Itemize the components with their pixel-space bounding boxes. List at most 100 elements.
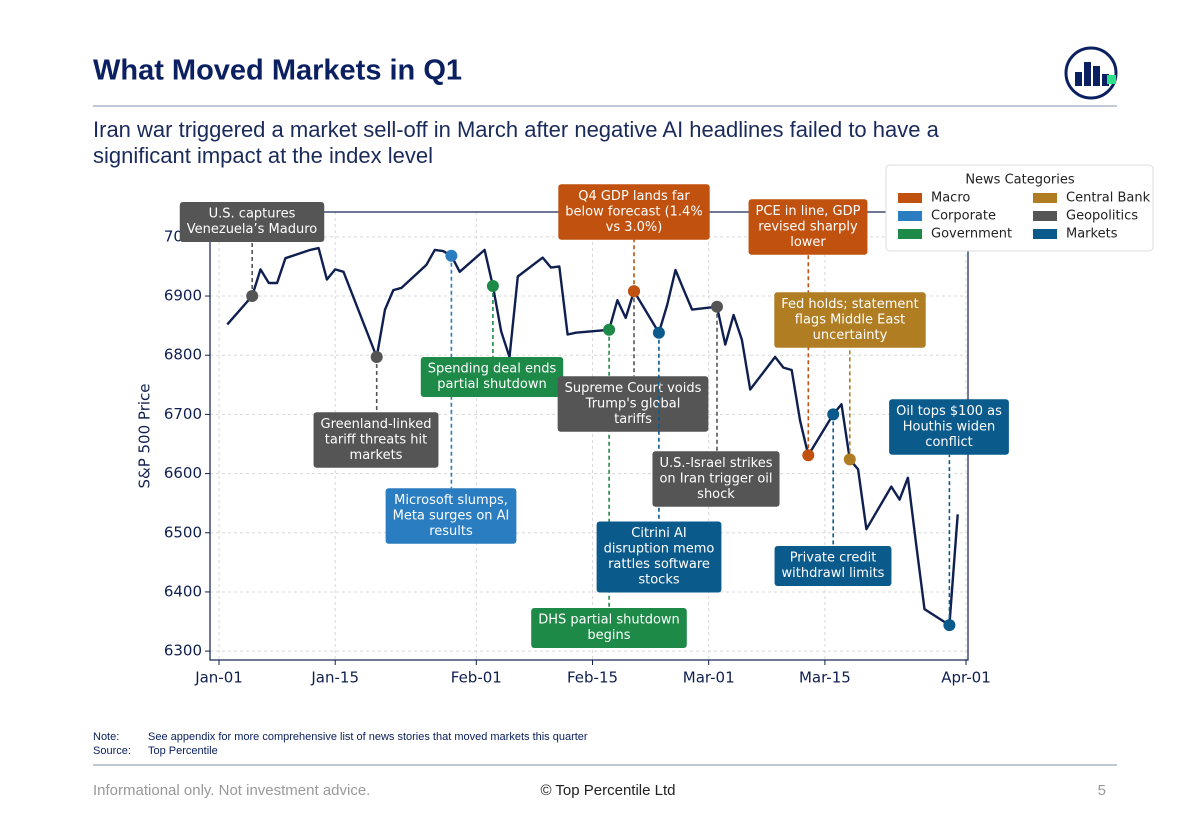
event-marker: [486, 279, 499, 292]
annotation-text: U.S. captures: [209, 207, 296, 222]
y-tick-label: 6900: [164, 287, 202, 305]
copyright: © Top Percentile Ltd: [540, 782, 675, 799]
annotation-box: [531, 608, 687, 648]
annotation-text: Trump's global: [585, 396, 681, 411]
annotation-text: on Iran trigger oil: [659, 471, 772, 486]
logo-bar: [1084, 62, 1091, 86]
annotation: Microsoft slumps,Meta surges on AIresult…: [385, 488, 517, 544]
annotation-text: Oil tops $100 as: [896, 404, 1002, 419]
event-marker: [802, 449, 815, 462]
event-marker: [943, 619, 956, 632]
subtitle-line: significant impact at the index level: [93, 143, 433, 168]
annotation-box: [557, 376, 709, 432]
annotation-text: PCE in line, GDP: [756, 204, 861, 219]
annotation-text: Microsoft slumps,: [394, 493, 508, 508]
annotation-text: uncertainty: [813, 328, 888, 343]
subtitle-line: Iran war triggered a market sell-off in …: [93, 117, 940, 142]
annotation-box: [596, 521, 722, 593]
annotation-text: shock: [697, 487, 735, 502]
annotation-box: [748, 199, 868, 255]
logo-accent: [1107, 75, 1116, 84]
y-axis-label: S&P 500 Price: [136, 383, 154, 488]
annotation-box: [774, 546, 892, 586]
y-tick-label: 6700: [164, 405, 202, 423]
disclaimer: Informational only. Not investment advic…: [93, 782, 370, 799]
annotation-text: rattles software: [608, 557, 710, 572]
annotation-text: stocks: [638, 573, 679, 588]
x-tick-label: Mar-15: [799, 669, 851, 687]
slide-title: What Moved Markets in Q1: [93, 55, 462, 87]
x-tick-label: Feb-01: [451, 669, 502, 687]
y-tick-label: 6800: [164, 346, 202, 364]
annotation-text: tariffs: [614, 412, 652, 427]
event-marker: [370, 350, 383, 363]
source-label: Source:: [93, 745, 131, 757]
annotation-text: results: [429, 524, 473, 539]
annotation-text: Private credit: [790, 551, 877, 566]
annotation-box: [652, 451, 780, 507]
y-tick-label: 6500: [164, 523, 202, 541]
annotation-box: [420, 357, 564, 397]
annotation-box: [889, 399, 1009, 455]
page-number: 5: [1098, 782, 1106, 799]
annotation-text: begins: [587, 628, 630, 643]
logo-bar: [1075, 72, 1082, 86]
logo-bar: [1093, 66, 1100, 86]
event-marker: [445, 249, 458, 262]
annotation-text: vs 3.0%): [606, 220, 663, 235]
annotation-text: Q4 GDP lands far: [578, 189, 690, 204]
annotation-text: Citrini AI: [631, 526, 686, 541]
annotation-text: Fed holds; statement: [781, 297, 918, 312]
x-tick-label: Feb-15: [567, 669, 618, 687]
x-tick-label: Jan-15: [310, 669, 359, 687]
x-tick-label: Jan-01: [194, 669, 243, 687]
annotation-text: Meta surges on AI: [393, 508, 510, 523]
legend-label: Corporate: [931, 209, 996, 224]
event-marker: [652, 326, 665, 339]
y-tick-label: 6300: [164, 642, 202, 660]
legend-swatch: [898, 193, 922, 203]
x-tick-label: Apr-01: [941, 669, 991, 687]
x-tick-label: Mar-01: [683, 669, 735, 687]
annotation-text: conflict: [925, 435, 972, 450]
annotation-text: partial shutdown: [437, 377, 546, 392]
legend-swatch: [898, 229, 922, 239]
legend-swatch: [1033, 229, 1057, 239]
event-marker: [628, 285, 640, 298]
legend-label: Central Bank: [1066, 191, 1151, 206]
legend-label: Government: [931, 227, 1012, 242]
event-marker: [603, 323, 616, 336]
legend-swatch: [898, 211, 922, 221]
annotation-text: flags Middle East: [795, 312, 905, 327]
annotation-text: withdrawl limits: [782, 566, 885, 581]
annotation-text: revised sharply: [758, 219, 858, 234]
annotation-text: U.S.-Israel strikes: [659, 456, 772, 471]
annotation-text: Supreme Court voids: [565, 381, 702, 396]
annotation-text: disruption memo: [604, 542, 715, 557]
y-tick-label: 6600: [164, 464, 202, 482]
annotation-box: [313, 412, 439, 468]
annotation-text: Spending deal ends: [428, 362, 557, 377]
event-marker: [843, 453, 856, 466]
event-marker: [246, 290, 259, 303]
annotation-text: below forecast (1.4%: [565, 204, 702, 219]
legend-swatch: [1033, 211, 1057, 221]
legend-swatch: [1033, 193, 1057, 203]
event-marker: [827, 408, 840, 421]
source: Top Percentile: [148, 745, 218, 757]
logo-bar: [1102, 74, 1109, 86]
annotation-box: [179, 202, 325, 242]
legend-label: Macro: [931, 191, 970, 206]
annotation-text: DHS partial shutdown: [538, 613, 680, 628]
